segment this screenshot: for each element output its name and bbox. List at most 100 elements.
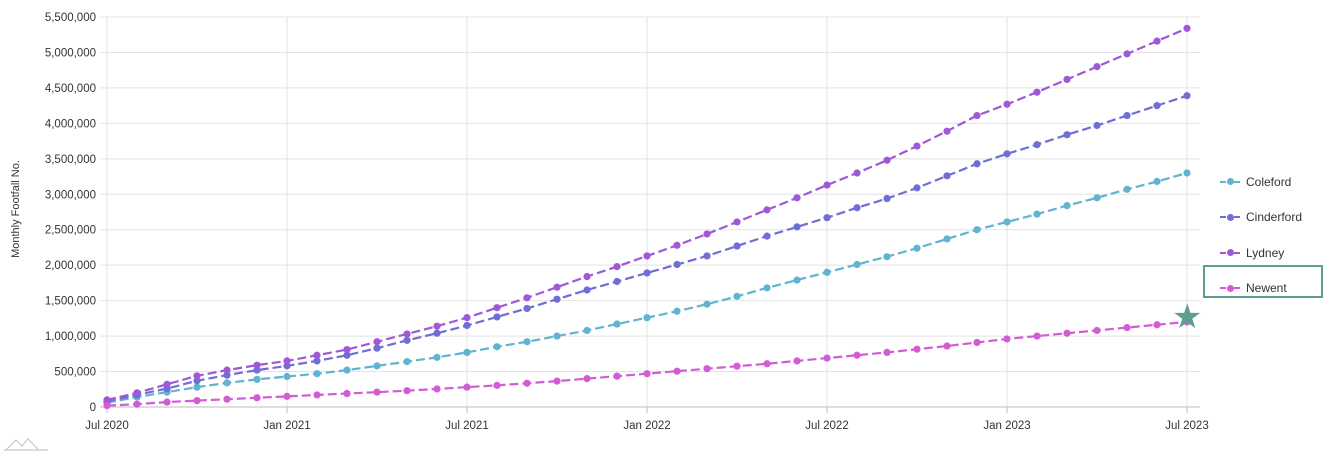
data-point <box>523 338 531 346</box>
data-point <box>1033 141 1041 149</box>
x-tick-label: Jul 2020 <box>85 420 128 432</box>
data-point <box>1153 321 1161 329</box>
data-point <box>973 338 981 347</box>
data-point <box>133 389 141 397</box>
data-point <box>253 366 261 374</box>
data-point <box>1183 24 1191 32</box>
data-point <box>853 169 861 177</box>
data-point <box>733 292 741 300</box>
legend-item-newent[interactable]: Newent <box>1220 271 1326 307</box>
legend-swatch <box>1220 248 1240 258</box>
data-point <box>493 304 501 312</box>
data-point <box>613 320 621 328</box>
data-point <box>1063 329 1071 337</box>
series-lydney <box>103 24 1191 404</box>
data-point <box>1123 185 1131 193</box>
x-tick-label: Jan 2022 <box>623 420 670 432</box>
y-tick-label: 3,500,000 <box>45 154 96 166</box>
data-point <box>283 392 291 400</box>
star-icon: ★ <box>1172 298 1203 336</box>
data-point <box>1153 177 1161 186</box>
data-point <box>493 313 501 321</box>
data-point <box>403 358 411 366</box>
data-point <box>343 345 351 354</box>
data-point <box>1063 202 1071 210</box>
data-point <box>583 326 591 335</box>
data-point <box>1033 210 1041 218</box>
y-tick-label: 1,000,000 <box>45 331 96 343</box>
data-point <box>163 380 171 388</box>
data-point <box>193 383 201 391</box>
data-point <box>943 342 951 350</box>
data-point <box>193 397 201 405</box>
data-point <box>463 314 471 322</box>
chart-legend: Coleford Cinderford Lydney Newent <box>1220 164 1326 306</box>
data-point <box>373 338 381 346</box>
newent-highlight-box <box>1203 265 1323 298</box>
data-point <box>793 276 801 284</box>
data-point <box>973 226 981 234</box>
y-tick-label: 1,500,000 <box>45 296 96 308</box>
data-point <box>673 307 681 315</box>
legend-item-coleford[interactable]: Coleford <box>1220 164 1326 200</box>
data-point <box>733 218 741 226</box>
data-point <box>523 294 531 302</box>
data-point <box>283 372 291 381</box>
data-point <box>763 232 771 240</box>
data-point <box>253 394 261 402</box>
x-tick-label: Jul 2023 <box>1165 420 1208 432</box>
data-point <box>643 252 651 260</box>
data-point <box>763 284 771 292</box>
data-point <box>1123 111 1131 120</box>
y-tick-label: 0 <box>90 402 96 414</box>
y-tick-label: 4,000,000 <box>45 118 96 130</box>
data-point <box>763 360 771 368</box>
data-point <box>343 351 351 359</box>
data-point <box>1033 88 1041 96</box>
legend-item-cinderford[interactable]: Cinderford <box>1220 200 1326 236</box>
legend-label: Cinderford <box>1246 210 1303 225</box>
data-point <box>493 381 501 389</box>
data-point <box>1183 92 1191 100</box>
data-point <box>463 383 471 391</box>
data-point <box>583 272 591 281</box>
logo-icon <box>4 438 48 451</box>
legend-label: Lydney <box>1246 245 1285 260</box>
y-tick-label: 5,000,000 <box>45 47 96 59</box>
data-point <box>463 348 471 356</box>
y-tick-label: 3,000,000 <box>45 189 96 201</box>
data-point <box>613 372 621 380</box>
data-point <box>1093 194 1101 202</box>
data-point <box>1153 37 1161 45</box>
data-point <box>703 300 711 308</box>
data-point <box>313 370 321 378</box>
data-point <box>1003 150 1011 158</box>
data-point <box>253 361 261 369</box>
data-point <box>553 332 561 340</box>
data-point <box>763 206 771 214</box>
data-point <box>433 329 441 337</box>
data-point <box>853 260 861 269</box>
data-point <box>643 314 651 322</box>
data-point <box>643 269 651 277</box>
data-point <box>1003 218 1011 226</box>
data-point <box>1003 100 1011 108</box>
y-tick-label: 5,500,000 <box>45 12 96 24</box>
data-point <box>913 142 921 150</box>
data-point <box>823 214 831 222</box>
data-point <box>883 156 891 164</box>
data-point <box>733 362 741 370</box>
data-point <box>223 371 231 379</box>
data-point <box>1183 318 1191 326</box>
data-point <box>313 391 321 399</box>
legend-item-lydney[interactable]: Lydney <box>1220 235 1326 271</box>
data-point <box>913 244 921 252</box>
legend-swatch <box>1220 212 1240 222</box>
data-point <box>403 387 411 395</box>
data-point <box>193 377 201 385</box>
data-point <box>643 370 651 378</box>
data-point <box>103 396 111 404</box>
data-point <box>163 398 171 406</box>
data-point <box>943 235 951 243</box>
y-tick-label: 2,000,000 <box>45 260 96 272</box>
